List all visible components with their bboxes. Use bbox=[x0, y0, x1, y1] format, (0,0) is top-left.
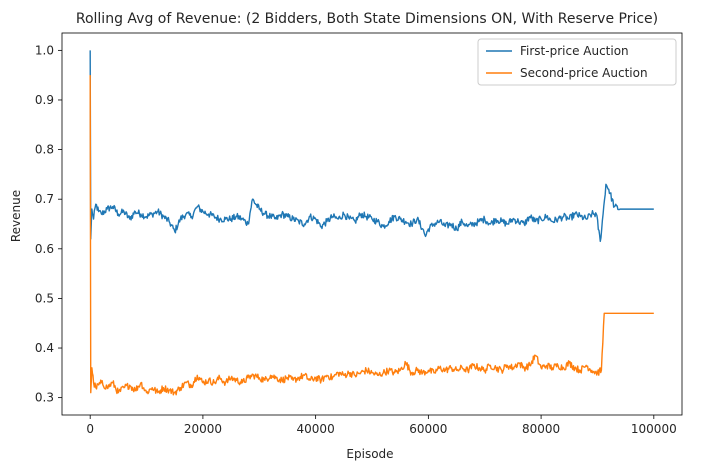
y-tick-label: 0.8 bbox=[35, 143, 54, 157]
x-tick-label: 0 bbox=[86, 422, 94, 436]
plot-frame bbox=[61, 32, 683, 416]
legend: First-price Auction Second-price Auction bbox=[477, 38, 677, 86]
y-tick-label: 0.9 bbox=[35, 93, 54, 107]
series-line-0 bbox=[89, 50, 654, 243]
x-tick-label: 20000 bbox=[184, 422, 222, 436]
y-tick-label: 0.4 bbox=[35, 341, 54, 355]
x-tick-label: 100000 bbox=[631, 422, 677, 436]
legend-box bbox=[477, 38, 677, 86]
x-axis-label: Episode bbox=[346, 447, 393, 461]
legend-label: First-price Auction bbox=[520, 44, 629, 58]
y-tick-label: 0.7 bbox=[35, 192, 54, 206]
series-group bbox=[89, 50, 654, 396]
x-tick-label: 40000 bbox=[297, 422, 335, 436]
chart-title: Rolling Avg of Revenue: (2 Bidders, Both… bbox=[76, 11, 658, 27]
y-tick-label: 1.0 bbox=[35, 43, 54, 57]
y-axis-label: Revenue bbox=[9, 190, 23, 242]
y-tick-label: 0.6 bbox=[35, 242, 54, 256]
series-line-1 bbox=[89, 75, 654, 396]
y-tick-label: 0.5 bbox=[35, 291, 54, 305]
ticks-group: 0 20000 40000 60000 80000 100000 0.3 0.4 0.5 0.6 0… bbox=[35, 43, 677, 436]
x-tick-label: 80000 bbox=[522, 422, 560, 436]
x-tick-label: 60000 bbox=[409, 422, 447, 436]
y-tick-label: 0.3 bbox=[35, 391, 54, 405]
legend-label: Second-price Auction bbox=[520, 66, 648, 80]
